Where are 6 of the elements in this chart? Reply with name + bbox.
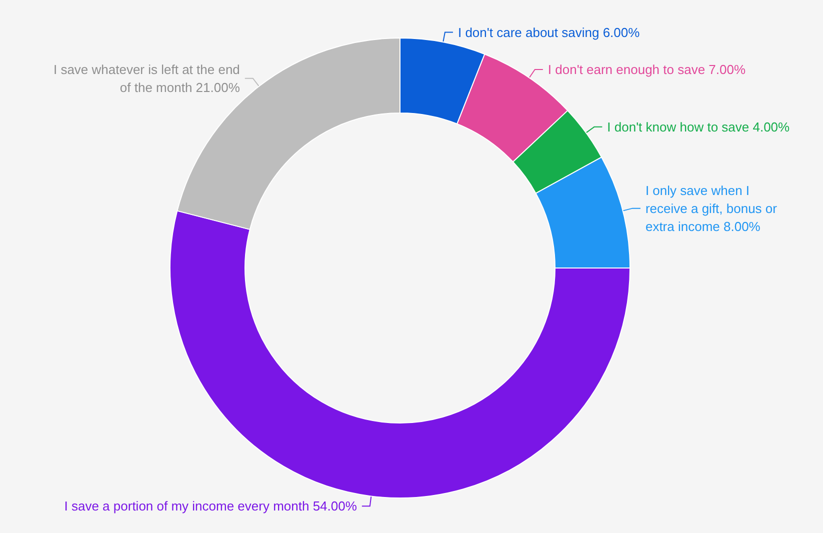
slice-label: I save whatever is left at the end of the month 21.00%	[53, 62, 240, 95]
slice-label: I save a portion of my income every month 54.00%	[64, 498, 358, 514]
slice-label: I only save when I receive a gift, bonus or extra income 8.00%	[645, 182, 781, 234]
slice-label: I don't know how to save 4.00%	[607, 119, 790, 134]
slice-label: I don't care about saving 6.00%	[458, 24, 640, 40]
slice-label: I don't earn enough to save 7.00%	[548, 62, 746, 77]
